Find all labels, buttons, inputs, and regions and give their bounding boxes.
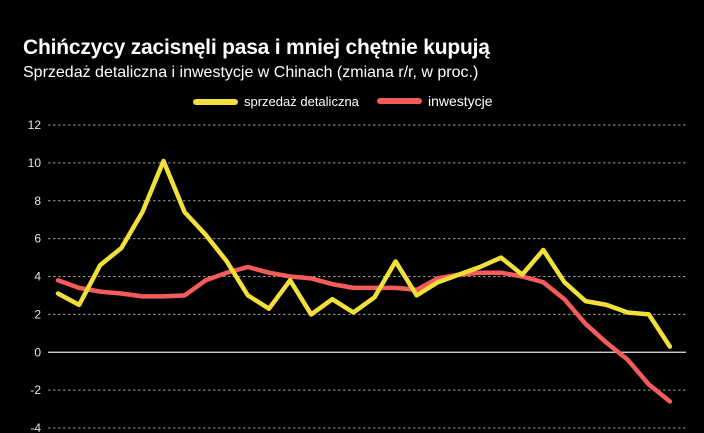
- y-tick-label: 6: [34, 232, 41, 246]
- chart-title: Chińczycy zacisnęli pasa i mniej chętnie…: [23, 36, 490, 59]
- y-tick-label: -2: [30, 383, 41, 397]
- grid-lines: [48, 124, 686, 429]
- legend-label-investment: inwestycje: [428, 93, 493, 109]
- legend-label-retail: sprzedaż detaliczna: [244, 94, 359, 109]
- investment-line: [55, 264, 673, 404]
- y-tick-label: 0: [34, 345, 41, 359]
- legend-item-retail: sprzedaż detaliczna: [193, 94, 359, 109]
- y-tick-label: 10: [28, 156, 42, 170]
- legend-swatch-investment-icon: [377, 98, 422, 104]
- y-tick-label: 8: [34, 194, 41, 208]
- legend-item-investment: inwestycje: [377, 93, 493, 109]
- y-tick-label: 12: [28, 118, 42, 132]
- y-tick-label: 2: [34, 307, 41, 321]
- y-tick-label: 4: [34, 270, 41, 284]
- retail-sales-line: [55, 158, 673, 349]
- y-tick-label: -4: [30, 421, 41, 433]
- chart-subtitle: Sprzedaż detaliczna i inwestycje w China…: [23, 64, 479, 81]
- legend-swatch-retail-icon: [193, 98, 238, 105]
- y-axis-ticks: 12 10 8 6 4 2 0 -2 -4: [28, 118, 42, 433]
